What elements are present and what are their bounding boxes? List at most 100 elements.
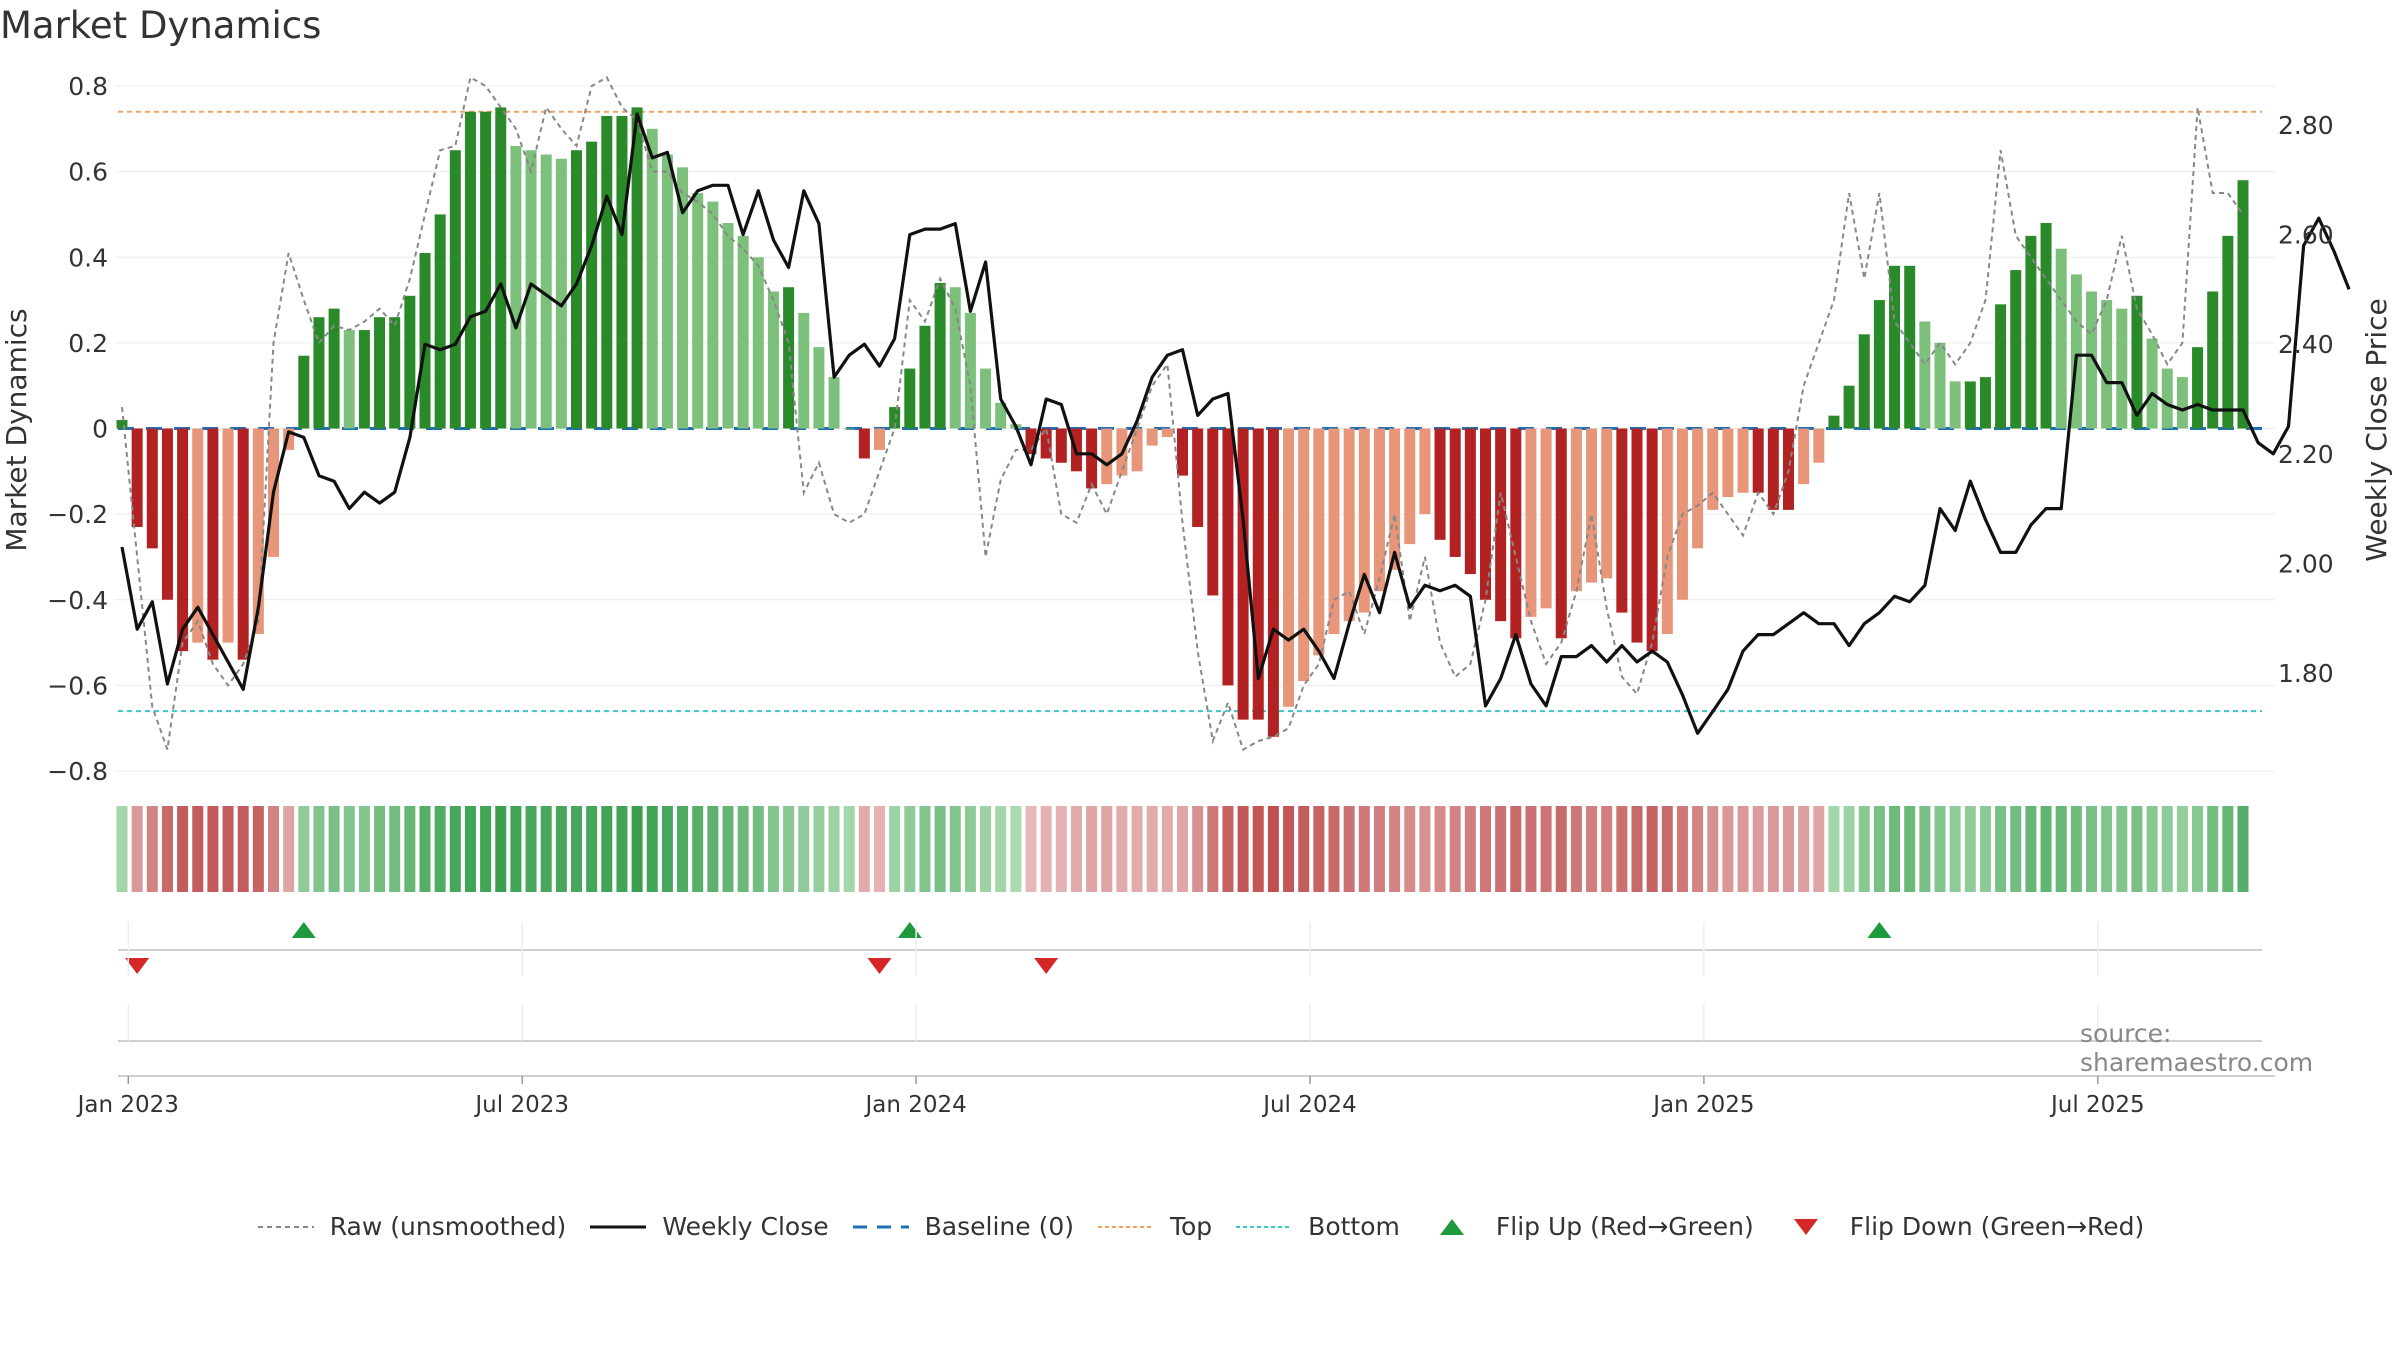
strip-cell	[1661, 806, 1673, 892]
bar	[1237, 428, 1249, 720]
legend-label: Raw (unsmoothed)	[329, 1212, 567, 1241]
strip-cell	[964, 806, 976, 892]
strip-cell	[2055, 806, 2067, 892]
flip-down-marker	[1034, 958, 1059, 974]
bar	[1434, 428, 1446, 540]
bar	[1373, 428, 1385, 592]
bar	[1616, 428, 1628, 613]
strip-cell	[1358, 806, 1370, 892]
strip-cell	[1570, 806, 1582, 892]
bar	[1798, 428, 1810, 485]
strip-cell	[131, 806, 143, 892]
strip-cell	[1131, 806, 1143, 892]
bar	[252, 428, 264, 634]
bar	[1283, 428, 1295, 707]
legend-label: Weekly Close	[662, 1212, 829, 1241]
close-series	[120, 112, 2351, 735]
bar	[237, 428, 249, 660]
bar	[343, 330, 355, 429]
bar	[980, 368, 992, 429]
strip-cell	[283, 806, 295, 892]
strip-cell	[1540, 806, 1552, 892]
bar	[374, 317, 386, 429]
strip-cell	[480, 806, 492, 892]
right-y-ticks: 2.80 2.60 2.40 2.20 2.00 1.80	[2278, 111, 2334, 688]
bar	[1267, 428, 1279, 737]
strip-cell	[192, 806, 204, 892]
bar	[1298, 428, 1310, 682]
strip-cell	[343, 806, 355, 892]
strip-cell	[919, 806, 931, 892]
bar	[767, 291, 779, 429]
bar	[1510, 428, 1522, 639]
bar	[1419, 428, 1431, 515]
y-axis-label-right: Weekly Close Price	[2360, 298, 2393, 561]
bar	[571, 150, 582, 429]
bar	[116, 419, 128, 429]
bar	[1949, 381, 1961, 429]
bar	[646, 128, 658, 429]
bar	[358, 330, 370, 429]
bar	[525, 150, 537, 429]
strip-cell	[1086, 806, 1098, 892]
bar	[874, 428, 885, 450]
bar-series	[116, 107, 2249, 737]
strip-cell	[116, 806, 128, 892]
strip-cell	[177, 806, 189, 892]
bar	[1343, 428, 1355, 622]
bar	[1222, 428, 1234, 686]
strip-cell	[631, 806, 643, 892]
y-tick-left: 0.2	[68, 329, 108, 358]
x-axis: Jan 2023 Jul 2023 Jan 2024 Jul 2024 Jan 2025…	[76, 922, 2145, 1118]
bar	[555, 158, 567, 429]
bar	[661, 154, 673, 429]
x-tick-label: Jan 2024	[863, 1092, 966, 1118]
y-tick-right: 2.20	[2278, 440, 2334, 469]
bar	[843, 428, 855, 430]
y-tick-left: 0.8	[68, 72, 108, 101]
legend-label: Baseline (0)	[924, 1212, 1074, 1241]
bar	[1692, 428, 1704, 549]
bar	[1404, 428, 1416, 545]
legend-label: Flip Up (Red→Green)	[1495, 1212, 1754, 1241]
strip-cell	[1843, 806, 1855, 892]
bar	[2116, 308, 2128, 429]
legend-item-raw: Raw (unsmoothed)	[256, 1212, 567, 1241]
strip-cell	[555, 806, 567, 892]
strip-cell	[1510, 806, 1522, 892]
bar	[798, 312, 810, 429]
flip-down-marker	[125, 958, 150, 974]
strip-cell	[1828, 806, 1840, 892]
y-tick-left: 0	[92, 415, 108, 444]
bar	[464, 111, 476, 429]
strip-cell	[995, 806, 1007, 892]
bar	[1904, 265, 1916, 429]
bar	[2146, 338, 2158, 429]
strip-cell	[1676, 806, 1688, 892]
strip-cell	[1586, 806, 1598, 892]
bar	[1828, 415, 1840, 429]
strip-cell	[2101, 806, 2113, 892]
legend-item-flip-up: Flip Up (Red→Green)	[1422, 1212, 1754, 1241]
bar	[828, 377, 840, 429]
bar	[1161, 428, 1173, 438]
strip-cell	[2025, 806, 2037, 892]
x-tick-label: Jul 2024	[1261, 1092, 1357, 1118]
bar	[1631, 428, 1643, 643]
strip-cell	[1010, 806, 1022, 892]
strip-cell	[1783, 806, 1794, 892]
strip-cell	[798, 806, 810, 892]
strip-cell	[313, 806, 325, 892]
strip-cell	[1070, 806, 1082, 892]
bar	[1328, 428, 1340, 634]
strip-cell	[1025, 806, 1037, 892]
strip-cell	[2070, 806, 2082, 892]
bar	[919, 325, 931, 429]
legend-item-bottom: Bottom	[1234, 1212, 1400, 1241]
bar	[813, 347, 825, 429]
strip-cell	[1934, 806, 1946, 892]
strip-cell	[237, 806, 249, 892]
y-tick-left: −0.6	[47, 671, 108, 700]
strip-cell	[1858, 806, 1870, 892]
